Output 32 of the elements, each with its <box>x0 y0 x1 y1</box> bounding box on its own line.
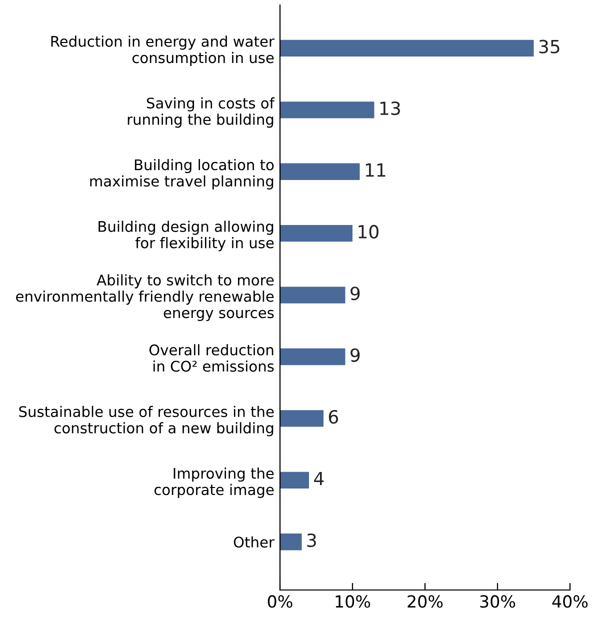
bar <box>280 40 534 57</box>
data-label: 3 <box>307 533 316 548</box>
bar <box>280 410 324 427</box>
x-tick-label: 20% <box>408 595 443 608</box>
x-tick-label: 30% <box>480 595 516 608</box>
bar <box>280 286 346 304</box>
data-label: 9 <box>350 286 360 300</box>
y-tick-label: Improving the corporate image <box>154 468 274 498</box>
x-tick-label: 10% <box>336 595 370 608</box>
data-label: 13 <box>380 101 400 116</box>
y-tick-label: Other <box>234 536 274 548</box>
data-label: 35 <box>539 40 560 54</box>
bar <box>280 163 360 180</box>
data-label: 6 <box>328 410 338 424</box>
y-tick-label: Building design allowing for flexibility in use <box>98 220 274 252</box>
x-tick-label: 0% <box>268 595 292 608</box>
y-tick-label: Saving in costs of running the building <box>128 97 275 128</box>
data-label: 4 <box>314 472 324 486</box>
x-tick-label: 40% <box>552 595 588 608</box>
bar <box>280 472 309 488</box>
y-tick-label: Reduction in energy and water consumption in use <box>51 36 274 66</box>
y-tick-label: Sustainable use of resources in the construction of a new building <box>19 406 274 436</box>
data-label: 10 <box>358 224 378 239</box>
y-tick-label: Ability to switch to more environmentally friendly renewable energy sources <box>16 274 274 322</box>
data-label: 11 <box>366 163 386 177</box>
bar <box>280 224 352 242</box>
y-tick-label: Building location to maximise travel planning <box>90 159 274 190</box>
bar <box>280 348 346 366</box>
bar <box>280 534 302 550</box>
y-tick-label: Overall reduction in CO² emissions <box>149 344 274 372</box>
data-label: 9 <box>350 348 360 362</box>
bar <box>280 102 374 118</box>
